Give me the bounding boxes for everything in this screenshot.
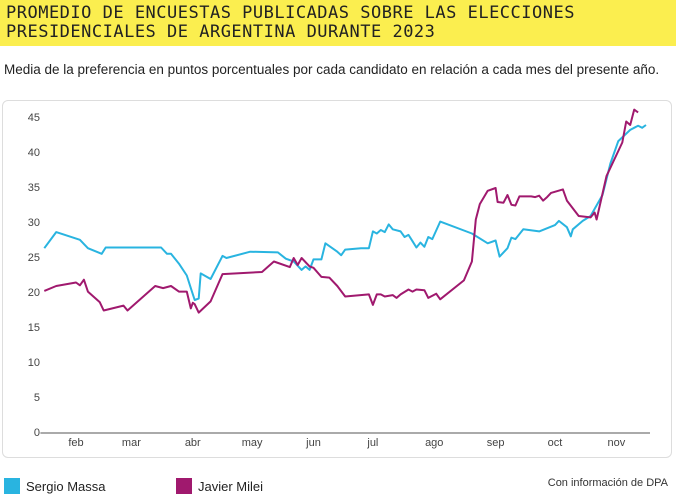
y-tick-label: 40 — [28, 147, 40, 159]
y-tick-label: 20 — [28, 287, 40, 299]
x-tick-label: oct — [548, 437, 563, 449]
x-tick-label: feb — [68, 437, 83, 449]
legend-item: Sergio Massa — [4, 478, 105, 494]
series-line — [43, 124, 647, 301]
y-tick-label: 0 — [34, 427, 40, 439]
x-tick-label: jun — [305, 437, 321, 449]
legend-label: Sergio Massa — [26, 478, 106, 494]
x-tick-label: jul — [366, 437, 378, 449]
chart-subtitle: Media de la preferencia en puntos porcen… — [4, 62, 660, 77]
y-tick-label: 30 — [28, 217, 40, 229]
y-tick-label: 10 — [28, 357, 40, 369]
legend-item: Javier Milei — [176, 478, 263, 494]
legend-swatch — [176, 478, 192, 494]
x-tick-label: may — [242, 437, 263, 449]
y-tick-label: 25 — [28, 252, 40, 264]
x-tick-label: mar — [122, 437, 141, 449]
chart-frame — [2, 100, 672, 458]
title-box — [0, 0, 676, 46]
legend-label: Javier Milei — [198, 478, 264, 494]
x-tick-label: ago — [425, 437, 443, 449]
legend-swatch — [4, 478, 20, 494]
y-tick-label: 15 — [28, 322, 40, 334]
x-tick-label: sep — [487, 437, 505, 449]
y-tick-label: 45 — [28, 112, 40, 124]
y-tick-label: 5 — [34, 392, 40, 404]
y-tick-label: 35 — [28, 182, 40, 194]
series-line — [43, 108, 639, 314]
x-tick-label: abr — [185, 437, 201, 449]
chart-title: PROMEDIO DE ENCUESTAS PUBLICADAS SOBRE L… — [6, 3, 575, 42]
source: Con información de DPA — [547, 477, 668, 489]
x-tick-label: nov — [607, 437, 625, 449]
